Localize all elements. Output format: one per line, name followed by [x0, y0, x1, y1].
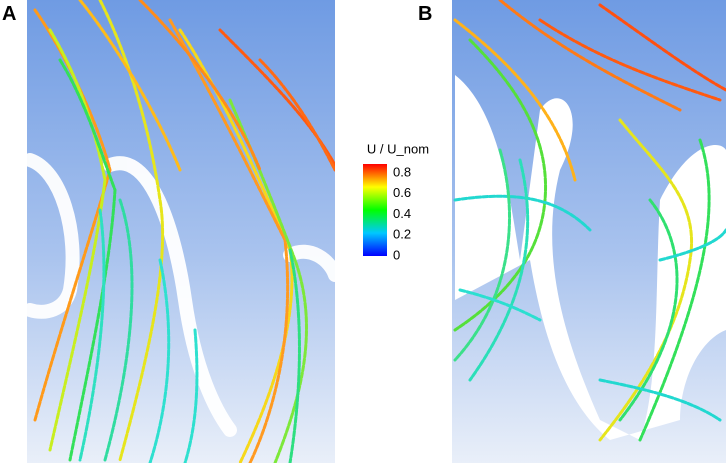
colorbar-tick-label: 0.2: [393, 227, 411, 242]
colorbar: [363, 164, 387, 256]
panel-label: B: [418, 3, 432, 25]
colorbar-title: U / U_nom: [367, 141, 429, 156]
colorbar-tick-label: 0.4: [393, 206, 411, 221]
colorbar-ticks: 0.8 0.6 0.4 0.2 0: [393, 164, 411, 262]
panel-label: A: [2, 3, 16, 25]
colorbar-tick-label: 0: [393, 247, 400, 262]
panel-a-image: [27, 0, 335, 463]
colorbar-tick-label: 0.8: [393, 164, 411, 179]
panel-b-image: [452, 0, 726, 463]
colorbar-tick-label: 0.6: [393, 185, 411, 200]
